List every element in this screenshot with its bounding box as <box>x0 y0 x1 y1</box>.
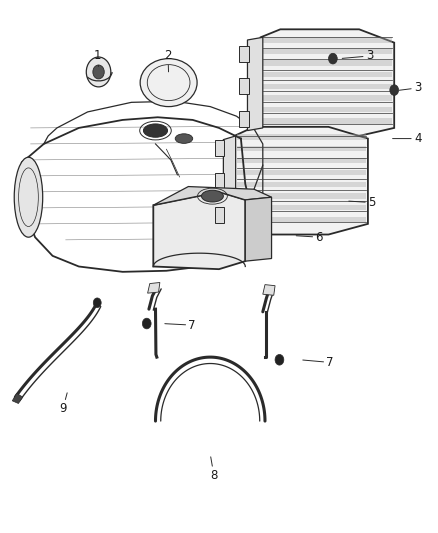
Polygon shape <box>215 207 224 223</box>
Polygon shape <box>247 37 263 131</box>
Polygon shape <box>12 393 23 403</box>
Circle shape <box>93 65 104 79</box>
Polygon shape <box>263 84 392 89</box>
Polygon shape <box>237 146 366 151</box>
Text: 3: 3 <box>342 50 373 62</box>
Text: 5: 5 <box>349 196 375 209</box>
Ellipse shape <box>201 190 223 202</box>
Polygon shape <box>263 49 392 54</box>
Text: 6: 6 <box>296 231 323 244</box>
Text: 7: 7 <box>303 356 334 369</box>
Polygon shape <box>153 187 272 205</box>
Polygon shape <box>148 282 160 293</box>
Ellipse shape <box>14 157 43 237</box>
Text: 9: 9 <box>59 393 67 415</box>
Circle shape <box>93 298 101 308</box>
Circle shape <box>142 318 151 329</box>
Polygon shape <box>263 60 392 66</box>
Polygon shape <box>263 37 392 43</box>
Polygon shape <box>153 192 245 269</box>
Circle shape <box>275 354 284 365</box>
Polygon shape <box>239 111 249 127</box>
Polygon shape <box>223 136 236 229</box>
Polygon shape <box>239 46 249 62</box>
Polygon shape <box>237 158 366 163</box>
Polygon shape <box>237 205 366 211</box>
Polygon shape <box>237 169 366 175</box>
Polygon shape <box>237 134 366 140</box>
Polygon shape <box>263 107 392 112</box>
Polygon shape <box>237 217 366 222</box>
Polygon shape <box>234 127 368 235</box>
Text: 3: 3 <box>399 82 421 94</box>
Circle shape <box>328 53 337 64</box>
Polygon shape <box>263 72 392 77</box>
Polygon shape <box>245 197 272 261</box>
Polygon shape <box>215 140 224 156</box>
Text: 7: 7 <box>165 319 196 332</box>
Ellipse shape <box>140 59 197 107</box>
Polygon shape <box>263 118 392 124</box>
Text: 1: 1 <box>94 50 102 67</box>
Text: 4: 4 <box>392 132 421 145</box>
Ellipse shape <box>143 124 167 137</box>
Polygon shape <box>261 29 394 136</box>
Polygon shape <box>237 193 366 199</box>
Polygon shape <box>263 285 275 295</box>
Text: 2: 2 <box>164 50 172 72</box>
Polygon shape <box>215 173 224 189</box>
Circle shape <box>390 85 399 95</box>
Polygon shape <box>239 78 249 94</box>
Text: 8: 8 <box>210 457 218 482</box>
Polygon shape <box>237 182 366 187</box>
Ellipse shape <box>175 134 193 143</box>
Circle shape <box>86 57 111 87</box>
Polygon shape <box>263 95 392 101</box>
